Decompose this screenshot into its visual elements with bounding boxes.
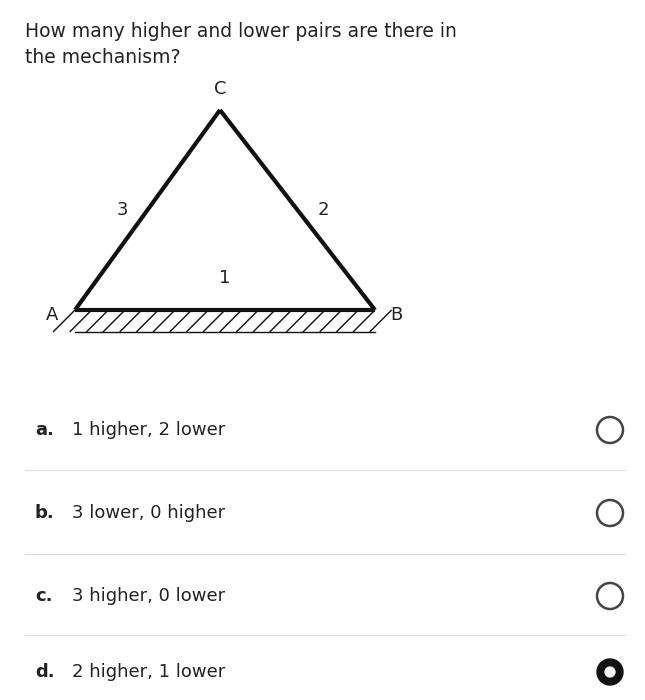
Text: a.: a. [35,421,54,439]
Text: 3 lower, 0 higher: 3 lower, 0 higher [72,504,225,522]
Text: 2 higher, 1 lower: 2 higher, 1 lower [72,663,225,681]
Text: A: A [46,306,58,324]
Text: c.: c. [35,587,52,605]
Circle shape [597,659,623,685]
Text: 1: 1 [219,269,231,287]
Text: B: B [390,306,402,324]
Text: How many higher and lower pairs are there in: How many higher and lower pairs are ther… [25,22,457,41]
Text: C: C [213,80,226,98]
Text: 2: 2 [318,201,330,219]
Text: 1 higher, 2 lower: 1 higher, 2 lower [72,421,225,439]
Text: b.: b. [35,504,55,522]
Circle shape [605,667,615,677]
Text: d.: d. [35,663,55,681]
Text: 3: 3 [117,201,128,219]
Text: the mechanism?: the mechanism? [25,48,181,67]
Text: 3 higher, 0 lower: 3 higher, 0 lower [72,587,225,605]
